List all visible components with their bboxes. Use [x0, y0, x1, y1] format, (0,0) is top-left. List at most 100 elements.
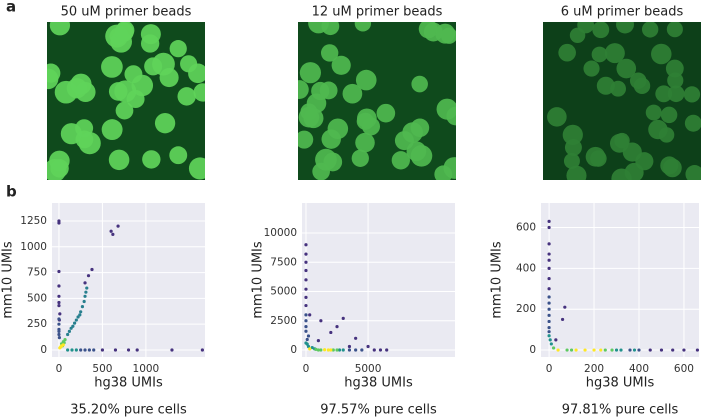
point — [547, 258, 551, 262]
panel-label: b — [6, 183, 17, 201]
point — [66, 348, 70, 352]
bead — [320, 44, 339, 62]
bead — [101, 119, 123, 141]
point — [58, 312, 62, 316]
x-axis-label: hg38 UMIs — [586, 376, 655, 391]
bead — [342, 83, 363, 104]
point — [305, 342, 309, 346]
bead — [108, 149, 130, 171]
point — [61, 343, 65, 347]
point — [304, 324, 308, 329]
point — [619, 348, 623, 352]
point — [551, 346, 556, 350]
bead — [131, 74, 154, 97]
point — [73, 321, 77, 325]
bead — [645, 104, 662, 121]
point — [305, 337, 309, 342]
point — [583, 348, 587, 352]
bead — [394, 131, 414, 151]
point — [71, 324, 75, 328]
point — [671, 348, 675, 352]
bead — [641, 22, 659, 38]
y-tick-label: 2500 — [270, 315, 297, 327]
point — [66, 332, 70, 337]
bead — [667, 85, 685, 103]
bead — [434, 165, 453, 180]
point — [304, 287, 308, 291]
point — [100, 348, 105, 352]
x-tick-label: 500 — [92, 363, 112, 375]
point — [648, 348, 652, 352]
point — [116, 224, 120, 228]
y-tick-label: 10000 — [264, 227, 297, 239]
bead — [611, 168, 632, 180]
point — [556, 348, 560, 352]
point — [63, 338, 67, 342]
point — [57, 317, 61, 321]
point — [57, 300, 61, 305]
y-tick-label: 0 — [290, 344, 297, 356]
point — [547, 301, 551, 305]
point — [563, 305, 567, 309]
bead — [299, 62, 322, 84]
point — [67, 329, 71, 334]
bead — [300, 103, 318, 121]
y-tick-label: 500 — [27, 292, 47, 304]
bead — [410, 118, 430, 138]
point — [360, 348, 364, 352]
bead — [351, 149, 369, 167]
point — [319, 319, 323, 323]
bead — [614, 132, 630, 149]
point — [78, 313, 82, 317]
point — [547, 266, 551, 270]
point — [57, 269, 61, 274]
point — [319, 348, 323, 352]
bead — [683, 86, 701, 103]
y-tick-label: 250 — [27, 318, 47, 330]
point — [57, 335, 61, 340]
point — [304, 243, 308, 247]
point — [565, 348, 569, 352]
bead — [610, 80, 626, 97]
bead — [391, 151, 410, 170]
bead — [355, 69, 377, 91]
x-axis-label: hg38 UMIs — [344, 376, 413, 391]
x-tick-label: 600 — [674, 363, 694, 375]
y-tick-label: 1000 — [20, 241, 47, 253]
point — [574, 348, 578, 352]
point — [200, 348, 204, 352]
point — [335, 324, 339, 329]
point — [592, 348, 596, 352]
bead — [188, 157, 205, 180]
bead — [101, 56, 123, 78]
point — [308, 313, 312, 317]
x-tick-label: 1000 — [133, 363, 160, 375]
point — [547, 219, 551, 223]
x-tick-label: 0 — [303, 363, 310, 375]
bead — [563, 152, 580, 169]
point — [83, 281, 87, 285]
point — [80, 305, 85, 309]
bead — [47, 68, 59, 90]
point — [304, 252, 308, 256]
point — [547, 287, 551, 291]
bead-image — [298, 22, 456, 180]
point — [331, 348, 335, 352]
point — [304, 313, 308, 317]
point — [569, 348, 574, 352]
point — [547, 225, 551, 230]
bead — [660, 106, 678, 124]
bead — [616, 58, 637, 79]
point — [135, 348, 139, 352]
bead — [177, 87, 196, 106]
point — [347, 348, 352, 352]
bead — [411, 75, 428, 93]
bead — [666, 22, 683, 38]
bead — [547, 107, 567, 127]
bead — [140, 34, 160, 53]
y-tick-label: 1250 — [20, 215, 47, 227]
annotation: 97.81% pure cells — [562, 403, 679, 418]
point — [603, 348, 607, 352]
point — [347, 344, 352, 349]
